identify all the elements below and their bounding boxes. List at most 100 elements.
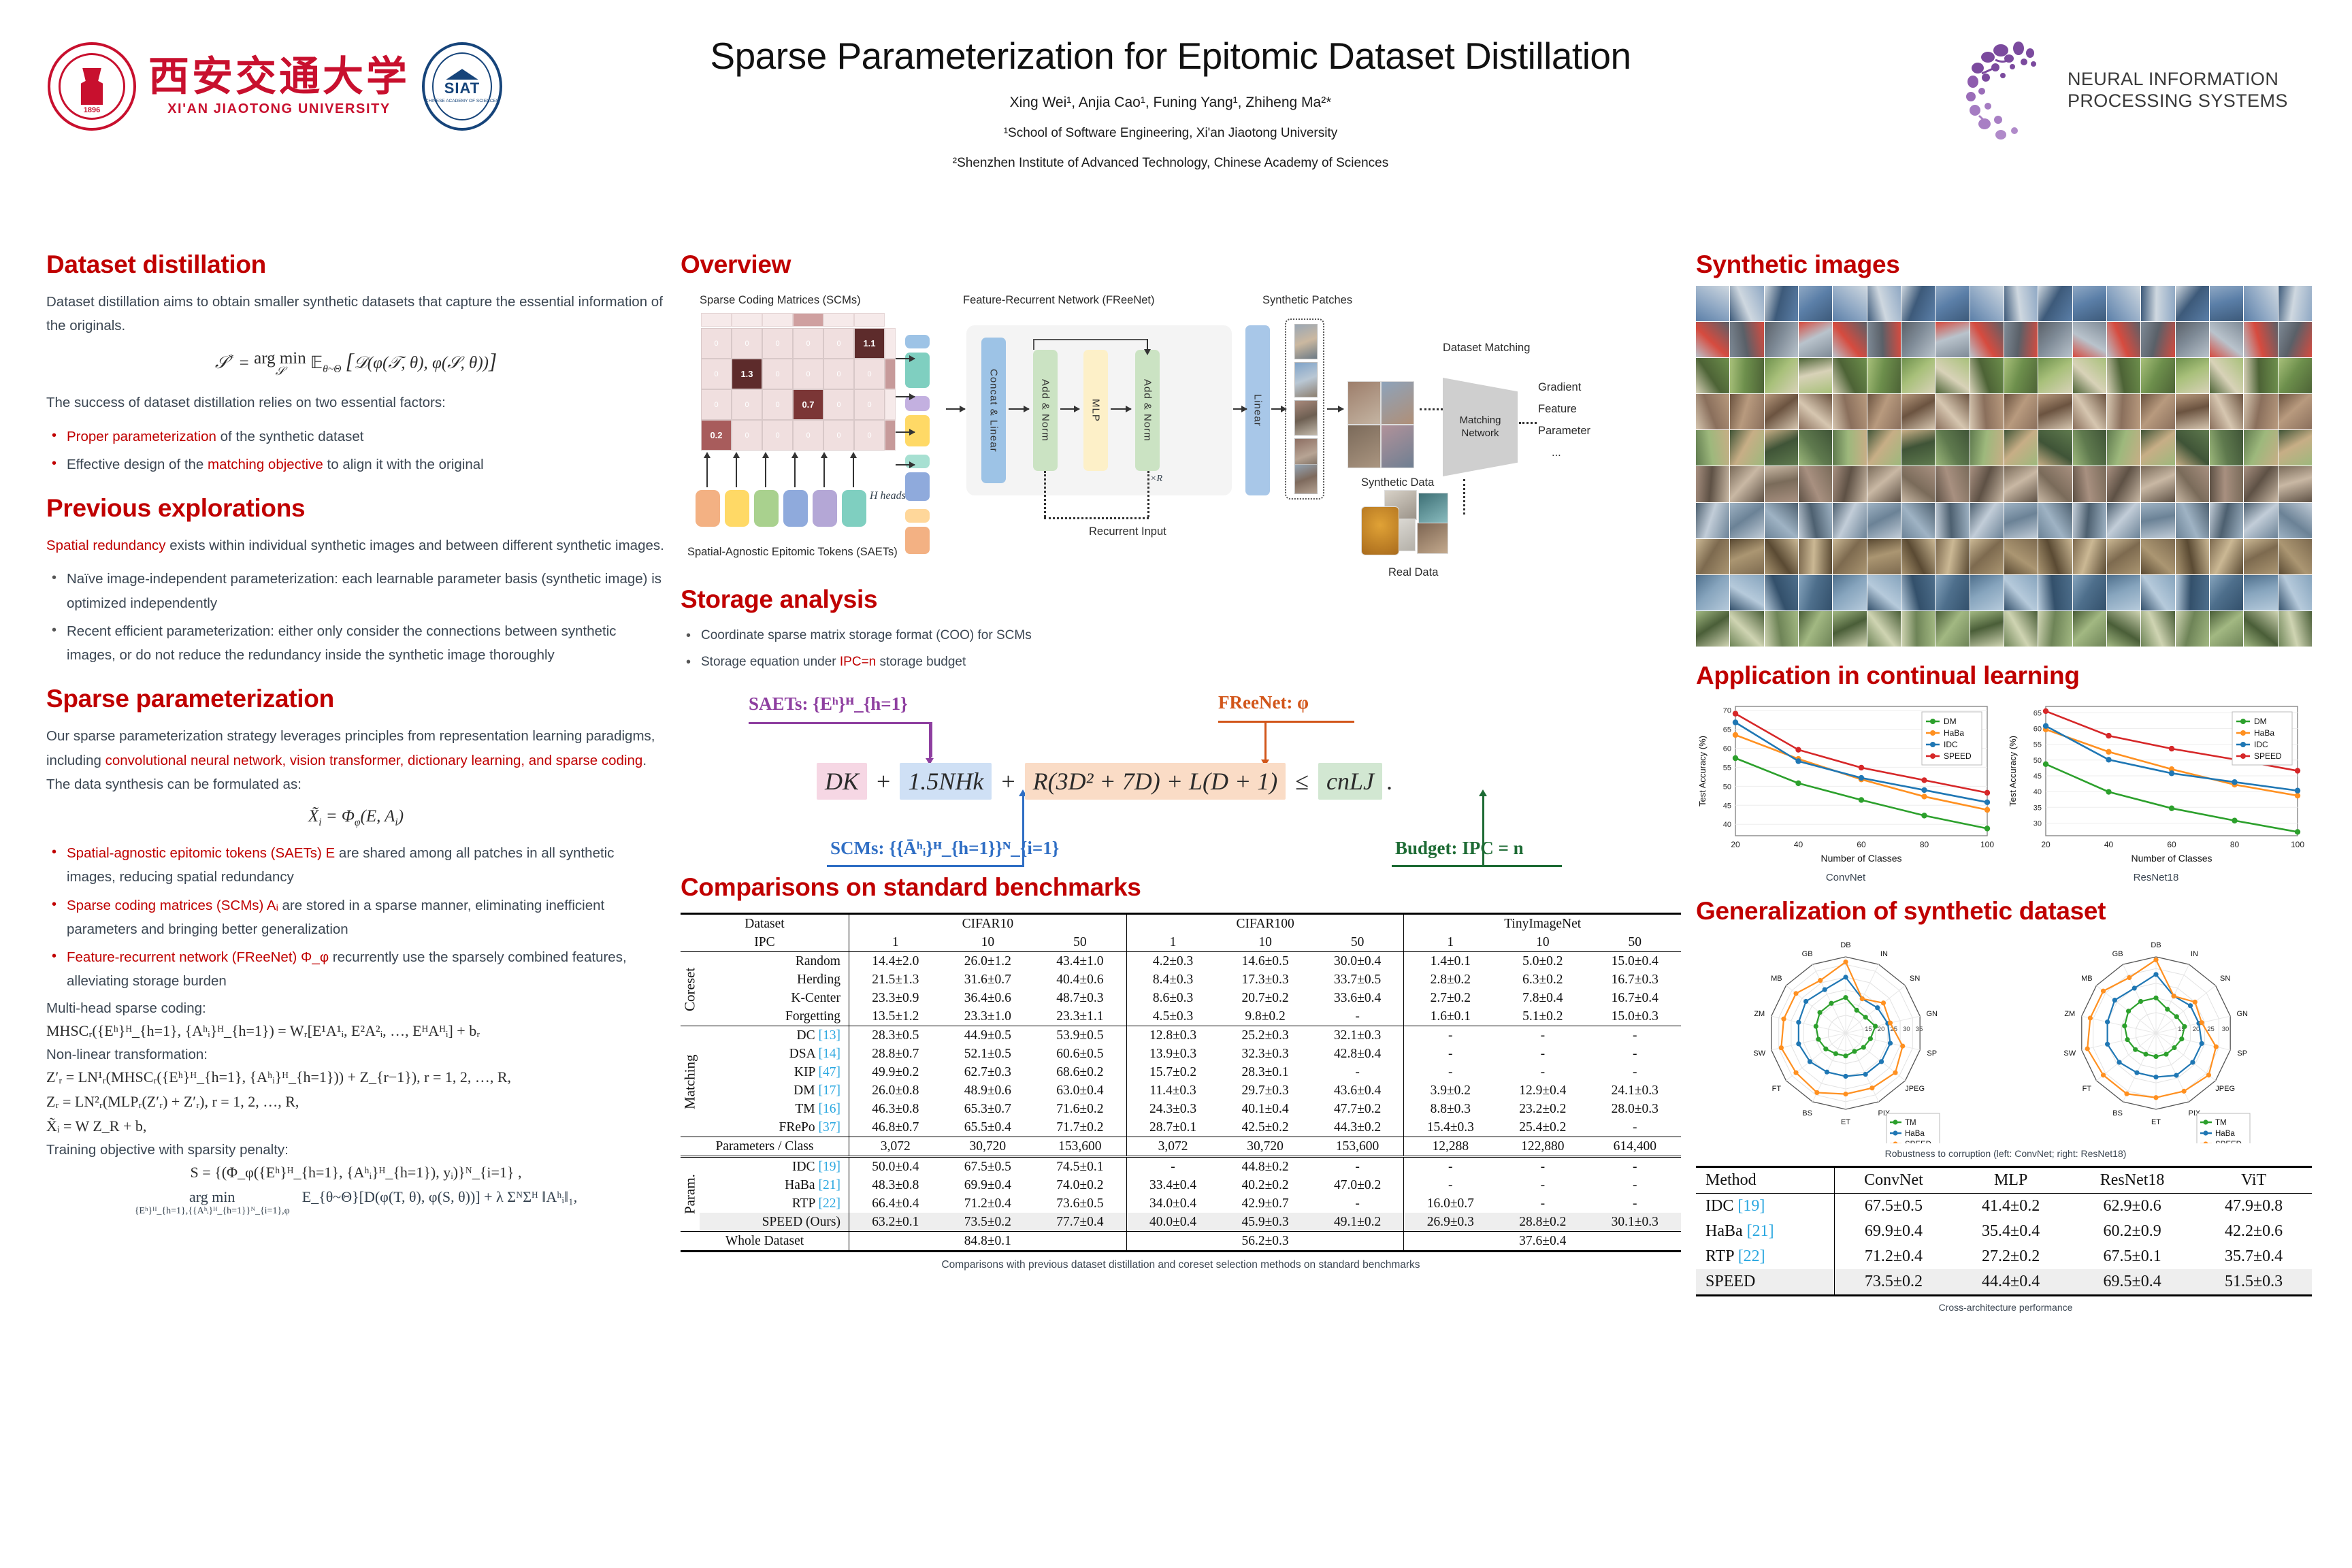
cell: 8.4±0.3 <box>1126 970 1220 990</box>
scm-cell: 0 <box>732 420 762 451</box>
synthetic-image-tile <box>1833 610 1867 647</box>
group-cifar10: CIFAR10 <box>848 913 1127 934</box>
equation-objective: E_{θ~Θ}[D(φ(T, θ), φ(S, θ))] + λ ΣᴺΣᴴ ‖A… <box>301 1188 578 1205</box>
synthetic-image-tile <box>2038 394 2072 430</box>
caption-synthetic-data: Synthetic Data <box>1361 476 1435 489</box>
sp-p1a: Our sparse parameterization strategy lev… <box>46 728 655 768</box>
cell: 12,288 <box>1403 1137 1497 1157</box>
scm-cell: 0 <box>701 389 732 420</box>
section-title-previous-explorations: Previous explorations <box>46 494 306 523</box>
cell: - <box>1540 1196 1546 1211</box>
synthetic-image-tile <box>1901 358 1936 394</box>
cell: 67.5±0.1 <box>2103 1247 2161 1265</box>
table-row: Dataset CIFAR10 CIFAR100 TinyImageNet <box>681 913 1681 934</box>
synthetic-image-tile <box>1764 502 1798 538</box>
scm-cell-value: 1.3 <box>732 359 762 389</box>
svg-text:HaBa: HaBa <box>1944 728 1964 738</box>
synthetic-image-tile <box>2244 358 2278 394</box>
synthetic-image-tile <box>2072 574 2106 610</box>
svg-text:30: 30 <box>2034 819 2042 828</box>
cell: 42.9±0.7 <box>1241 1196 1289 1211</box>
cell: 27.2±0.2 <box>1982 1247 2040 1265</box>
synthetic-image-tile <box>1970 466 2004 502</box>
synthetic-image-tile <box>2141 610 2175 647</box>
cell: - <box>1540 1028 1546 1043</box>
synthetic-image-tile <box>1901 430 1936 466</box>
section-title-continual-learning: Application in continual learning <box>1696 662 2080 689</box>
caption-recurrent-input: Recurrent Input <box>1089 525 1166 538</box>
synthetic-image-tile <box>1696 394 1730 430</box>
title-block: Sparse Parameterization for Epitomic Dat… <box>531 35 1810 171</box>
header-ipc: IPC <box>754 934 775 949</box>
synthetic-image-tile <box>1696 610 1730 647</box>
scm-cell: 0 <box>762 389 793 420</box>
svg-text:IDC: IDC <box>1944 740 1958 749</box>
cell: 15.7±0.2 <box>1126 1063 1220 1082</box>
table-row: K-Center 23.3±0.9 36.4±0.6 48.7±0.3 8.6±… <box>681 989 1681 1008</box>
synthetic-image-tile <box>1970 610 2004 647</box>
ipc-tin-1: 1 <box>1403 933 1497 952</box>
synthetic-image-tile <box>1764 322 1798 358</box>
scm-cell: 0 <box>701 328 732 359</box>
svg-text:40: 40 <box>2104 840 2114 849</box>
siat-seal-icon: SIAT CHINESE ACADEMY OF SCIENCES <box>422 42 502 131</box>
svg-text:ET: ET <box>1841 1118 1850 1126</box>
synthetic-image-tile <box>2209 538 2244 574</box>
cell: 32.3±0.3 <box>1241 1046 1289 1061</box>
cell: 24.1±0.3 <box>1611 1083 1659 1098</box>
synthetic-image-tile <box>1730 466 1764 502</box>
svg-text:100: 100 <box>2291 840 2304 849</box>
cell: 35.7±0.4 <box>2225 1247 2283 1265</box>
svg-text:65: 65 <box>1723 726 1731 734</box>
svg-text:TM: TM <box>1905 1119 1916 1127</box>
cell: - <box>1126 1156 1220 1177</box>
cross-architecture-table: Method ConvNet MLP ResNet18 ViT IDC [19]… <box>1696 1166 2312 1296</box>
saet-tokens <box>696 490 866 527</box>
cell: 44.3±0.2 <box>1334 1120 1382 1134</box>
synthetic-image-tile <box>2004 502 2038 538</box>
synthetic-image-tile <box>2106 502 2141 538</box>
cell: 21.5±1.3 <box>848 970 942 990</box>
synthetic-image-tile <box>2038 430 2072 466</box>
synthetic-image-tile <box>2175 538 2209 574</box>
synthetic-image-tile <box>2209 322 2244 358</box>
svg-text:SP: SP <box>1927 1049 1937 1058</box>
synthetic-image-tile <box>2141 358 2175 394</box>
cell: 7.8±0.4 <box>1522 990 1563 1005</box>
synthetic-image-tile <box>2072 358 2106 394</box>
cell: 17.3±0.3 <box>1241 972 1289 987</box>
caption-real-data: Real Data <box>1388 566 1439 578</box>
cell: - <box>1540 1046 1546 1061</box>
cell: 33.7±0.5 <box>1334 972 1382 987</box>
cell: 71.7±0.2 <box>1056 1120 1104 1134</box>
synthetic-image-tile <box>2244 286 2278 322</box>
synthetic-image-tile <box>2278 286 2312 322</box>
cell: - <box>1403 1156 1497 1177</box>
synthetic-image-tile <box>2175 322 2209 358</box>
poster-header: 1896 西安交通大学 XI'AN JIAOTONG UNIVERSITY SI… <box>0 0 2352 231</box>
cell: 67.5±0.5 <box>1833 1193 1953 1219</box>
radar-resnet18: 15 20 25 30 DB IN SN GN SP JPEG PIX ET BS FT SW ZM MB GB T… <box>2006 932 2306 1152</box>
cell: - <box>1633 1064 1637 1079</box>
scm-output-tokens <box>905 335 930 554</box>
svg-text:GN: GN <box>1926 1010 1938 1018</box>
list-item: Storage equation under IPC=n storage bud… <box>681 651 1681 674</box>
synthetic-image-tile <box>2209 574 2244 610</box>
affiliation-1: ¹School of Software Engineering, Xi'an J… <box>1003 125 1338 140</box>
block-add-norm-1: Add & Norm <box>1033 350 1058 471</box>
cell: 153,600 <box>1335 1139 1379 1154</box>
cell: - <box>1355 1159 1360 1174</box>
synthetic-image-tile <box>1730 502 1764 538</box>
synthetic-image-tile <box>1901 322 1936 358</box>
ipc-c100-10: 10 <box>1258 934 1272 949</box>
svg-text:GB: GB <box>1802 950 1813 958</box>
cell: 15.0±0.3 <box>1611 1009 1659 1024</box>
synthetic-image-tile <box>1730 286 1764 322</box>
cell: 45.9±0.3 <box>1219 1213 1311 1232</box>
list-item: Sparse coding matrices (SCMs) Aᵢ are sto… <box>46 893 666 942</box>
cell: 30.1±0.3 <box>1588 1213 1681 1232</box>
method-name: TM [16] <box>795 1101 840 1116</box>
cell: 42.5±0.2 <box>1241 1120 1289 1134</box>
cell: - <box>1633 1196 1637 1211</box>
synthetic-image-tile <box>2038 322 2072 358</box>
